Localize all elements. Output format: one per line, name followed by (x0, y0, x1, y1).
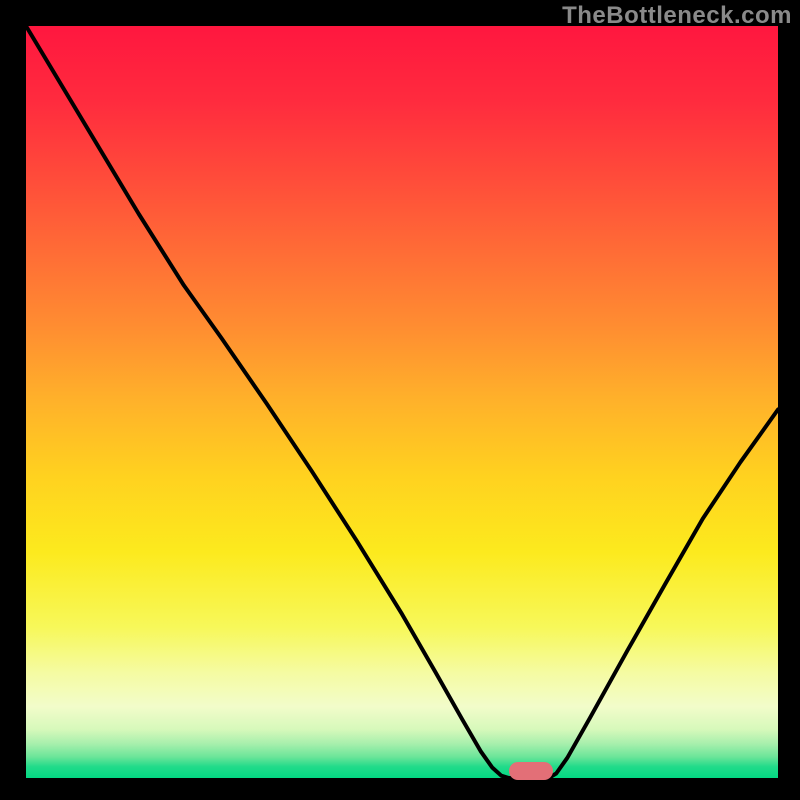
optimum-marker (509, 762, 553, 780)
plot-area (26, 26, 778, 778)
chart-frame: TheBottleneck.com (0, 0, 800, 800)
watermark-text: TheBottleneck.com (562, 2, 792, 30)
